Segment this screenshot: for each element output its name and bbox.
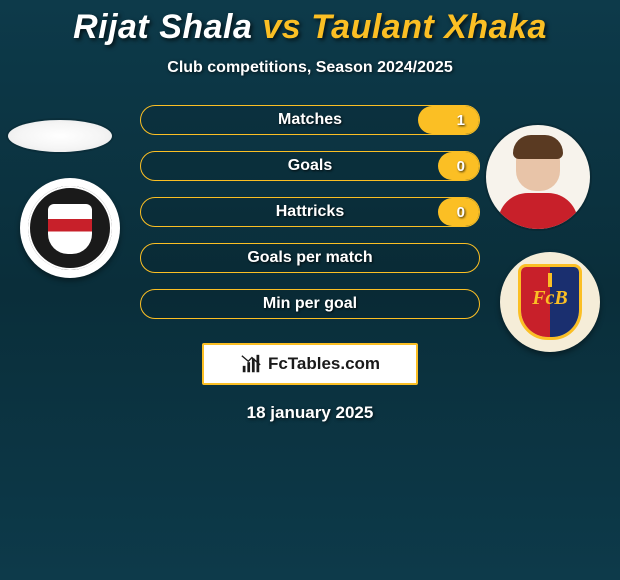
brand-name: FcTables.com <box>268 354 380 374</box>
stat-row: Matches1 <box>140 105 480 135</box>
stat-row: Min per goal <box>140 289 480 319</box>
comparison-title: Rijat Shala vs Taulant Xhaka <box>0 0 620 47</box>
subtitle: Club competitions, Season 2024/2025 <box>0 59 620 77</box>
player1-name: Rijat Shala <box>73 8 252 46</box>
stat-row: Goals per match <box>140 243 480 273</box>
stat-value-right: 1 <box>457 112 465 129</box>
stat-label: Goals per match <box>141 249 479 267</box>
stat-row: Goals0 <box>140 151 480 181</box>
snapshot-date: 18 january 2025 <box>0 403 620 423</box>
stat-label: Hattricks <box>141 203 479 221</box>
stat-value-right: 0 <box>457 158 465 175</box>
stat-label: Matches <box>141 111 479 129</box>
stat-row: Hattricks0 <box>140 197 480 227</box>
vs-label: vs <box>262 8 301 46</box>
player2-name: Taulant Xhaka <box>311 8 547 46</box>
stat-value-right: 0 <box>457 204 465 221</box>
stats-area: Matches1Goals0Hattricks0Goals per matchM… <box>0 105 620 335</box>
brand-box: FcTables.com <box>202 343 418 385</box>
stat-label: Goals <box>141 157 479 175</box>
bar-chart-icon <box>240 353 262 375</box>
stat-label: Min per goal <box>141 295 479 313</box>
